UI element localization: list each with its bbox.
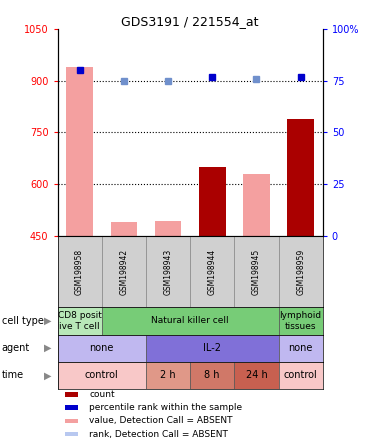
Text: none: none: [289, 343, 313, 353]
Text: control: control: [284, 370, 318, 381]
Text: time: time: [2, 370, 24, 381]
Text: value, Detection Call = ABSENT: value, Detection Call = ABSENT: [89, 416, 233, 425]
Bar: [243, 174, 270, 236]
Bar: [288, 119, 314, 236]
Text: GSM198944: GSM198944: [208, 249, 217, 295]
Bar: [58, 334, 146, 362]
Bar: [199, 167, 226, 236]
Text: ▶: ▶: [44, 343, 51, 353]
Bar: [146, 362, 190, 389]
Bar: [279, 307, 323, 334]
Text: percentile rank within the sample: percentile rank within the sample: [89, 403, 243, 412]
Bar: [58, 362, 146, 389]
Text: lymphoid
tissues: lymphoid tissues: [280, 311, 322, 331]
Bar: [66, 67, 93, 236]
Bar: [279, 236, 323, 307]
Bar: [65, 432, 78, 436]
Bar: [146, 334, 279, 362]
Bar: [65, 419, 78, 423]
Bar: [279, 362, 323, 389]
Text: GSM198942: GSM198942: [119, 249, 128, 295]
Bar: [234, 236, 279, 307]
Text: Natural killer cell: Natural killer cell: [151, 317, 229, 325]
Text: GSM198945: GSM198945: [252, 249, 261, 295]
Text: GSM198958: GSM198958: [75, 249, 84, 295]
Bar: [279, 334, 323, 362]
Text: ▶: ▶: [44, 370, 51, 381]
Text: rank, Detection Call = ABSENT: rank, Detection Call = ABSENT: [89, 430, 228, 439]
Bar: [102, 307, 279, 334]
Bar: [111, 222, 137, 236]
Bar: [65, 392, 78, 396]
Text: count: count: [89, 390, 115, 399]
Bar: [155, 221, 181, 236]
Bar: [234, 362, 279, 389]
Bar: [58, 307, 102, 334]
Text: 8 h: 8 h: [204, 370, 220, 381]
Text: 2 h: 2 h: [160, 370, 176, 381]
Bar: [190, 236, 234, 307]
Text: cell type: cell type: [2, 316, 44, 326]
Text: ▶: ▶: [44, 316, 51, 326]
Bar: [146, 236, 190, 307]
Bar: [190, 362, 234, 389]
Bar: [65, 405, 78, 410]
Text: IL-2: IL-2: [203, 343, 221, 353]
Text: 24 h: 24 h: [246, 370, 267, 381]
Bar: [102, 236, 146, 307]
Bar: [58, 236, 102, 307]
Text: GSM198959: GSM198959: [296, 249, 305, 295]
Text: control: control: [85, 370, 119, 381]
Text: agent: agent: [2, 343, 30, 353]
Text: none: none: [89, 343, 114, 353]
Text: GSM198943: GSM198943: [164, 249, 173, 295]
Text: CD8 posit
ive T cell: CD8 posit ive T cell: [58, 311, 102, 331]
Title: GDS3191 / 221554_at: GDS3191 / 221554_at: [121, 15, 259, 28]
